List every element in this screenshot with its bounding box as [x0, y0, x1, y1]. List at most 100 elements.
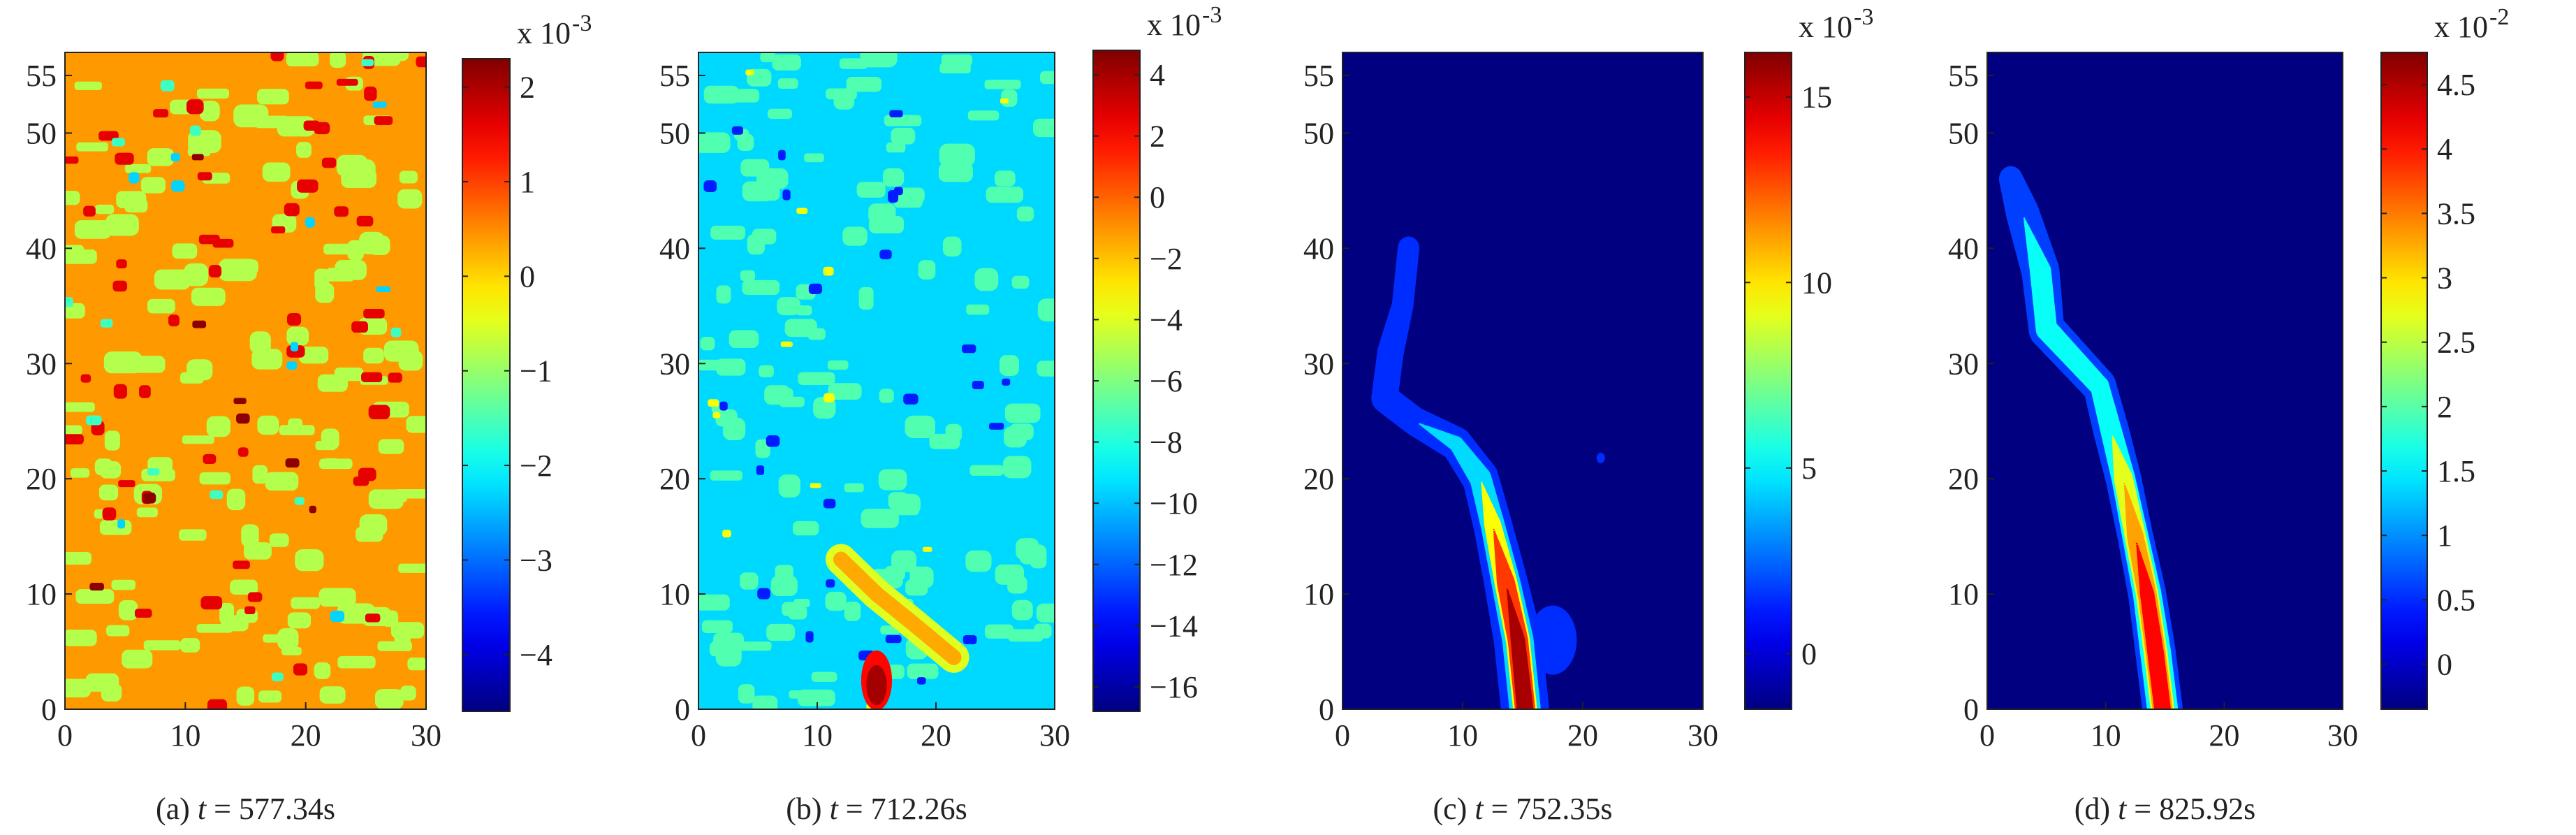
field-patch: [199, 101, 220, 122]
field-patch: [374, 116, 393, 125]
field-patch: [942, 236, 962, 257]
colorbar: 15 10 5 0 x 10 -3: [1744, 4, 1873, 710]
field-patch: [295, 549, 324, 572]
field-patch: [325, 268, 355, 282]
x-tick-label: 20: [291, 718, 321, 753]
field-patch: [756, 465, 765, 475]
field-patch: [839, 58, 868, 69]
field-patch: [1002, 378, 1011, 386]
field-patch: [186, 359, 213, 381]
field-patch: [192, 320, 207, 328]
field-patch: [140, 177, 166, 194]
field-patch: [939, 63, 971, 74]
field-patch: [286, 361, 298, 370]
field-patch: [882, 168, 905, 187]
field-patch: [778, 150, 786, 161]
field-patch: [1009, 423, 1034, 440]
field-patch: [147, 298, 175, 314]
y-tick-label: 50: [659, 116, 690, 150]
field-patch: [825, 591, 847, 611]
field-patch: [241, 524, 259, 547]
field-band: [2135, 542, 2138, 545]
field-patch: [244, 606, 256, 615]
field-patch: [257, 89, 289, 105]
field-patch: [263, 634, 281, 643]
field-patch: [100, 319, 113, 328]
x-tick-label: 0: [1335, 718, 1350, 753]
field-patch: [1000, 98, 1009, 104]
field-patch: [251, 349, 283, 370]
field-patch: [85, 673, 119, 692]
field-patch: [1011, 275, 1030, 289]
y-tick-label: 0: [41, 692, 57, 727]
field-patch: [777, 78, 798, 89]
field-patch: [372, 101, 387, 108]
field-patch: [233, 560, 250, 569]
field-patch: [994, 170, 1016, 187]
x-tick-label: 30: [411, 718, 441, 753]
field-patch: [1037, 361, 1055, 377]
panel-caption: (c) t = 752.35s: [1433, 792, 1612, 826]
y-tick-label: 20: [1948, 462, 1979, 496]
colorbar-tick-label: −16: [1150, 670, 1198, 704]
field-patch: [365, 613, 381, 623]
field-patch: [237, 447, 249, 457]
field-patch: [984, 624, 1014, 639]
field-patch: [117, 519, 126, 529]
field-patch: [805, 631, 814, 643]
field-patch: [1019, 544, 1047, 565]
colorbar-tick-label: 1.5: [2437, 454, 2475, 488]
field-patch: [368, 235, 390, 255]
field-patch: [142, 492, 156, 504]
field-patch: [708, 399, 719, 407]
y-tick-label: 55: [659, 59, 690, 93]
panel-caption: (d) t = 825.92s: [2074, 792, 2255, 826]
field-patch: [347, 240, 364, 261]
contour-field: [698, 52, 1055, 709]
field-band: [1481, 481, 1483, 484]
field-patch: [180, 638, 200, 653]
x-tick-label: 10: [170, 718, 200, 753]
field-patch: [207, 699, 228, 709]
field-patch: [972, 381, 984, 390]
field-patch: [65, 297, 73, 307]
field-patch: [722, 530, 731, 538]
x-tick-label: 20: [1567, 718, 1598, 753]
field-patch: [70, 468, 90, 478]
field-patch: [886, 142, 906, 153]
colorbar-tick-label: 0: [1801, 637, 1817, 671]
field-band: [2136, 544, 2139, 548]
field-patch: [80, 374, 92, 383]
field-band: [1481, 483, 1484, 486]
field-patch: [824, 393, 835, 402]
field-patch: [738, 641, 772, 651]
field-patch: [299, 347, 329, 364]
field-patch: [296, 142, 312, 158]
colorbar-tick-label: −10: [1150, 486, 1198, 521]
field-patch: [364, 86, 377, 101]
field-patch: [129, 172, 140, 184]
y-tick-label: 30: [659, 347, 690, 381]
field-patch: [314, 122, 330, 135]
field-patch: [358, 467, 376, 481]
field-patch: [986, 187, 1023, 203]
field-patch: [844, 602, 861, 621]
x-tick-label: 20: [2209, 718, 2239, 753]
field-patch: [143, 640, 182, 651]
field-patch: [270, 52, 284, 61]
field-patch: [828, 383, 862, 400]
field-band: [1419, 423, 1421, 426]
plot-frame: [1342, 52, 1704, 710]
field-band: [2123, 486, 2127, 491]
field-patch: [416, 56, 426, 68]
field-patch: [916, 677, 926, 685]
colorbar: 2 1 0 −1 −2 −3 −4 x 10 -3: [462, 10, 592, 712]
field-patch: [65, 191, 80, 205]
field-patch: [196, 88, 229, 99]
field-patch: [827, 360, 849, 370]
field-patch: [1040, 71, 1055, 85]
colorbar-tick-label: −3: [520, 543, 552, 577]
field-patch: [115, 152, 134, 165]
field-patch: [368, 489, 404, 509]
field-patch: [75, 589, 115, 604]
